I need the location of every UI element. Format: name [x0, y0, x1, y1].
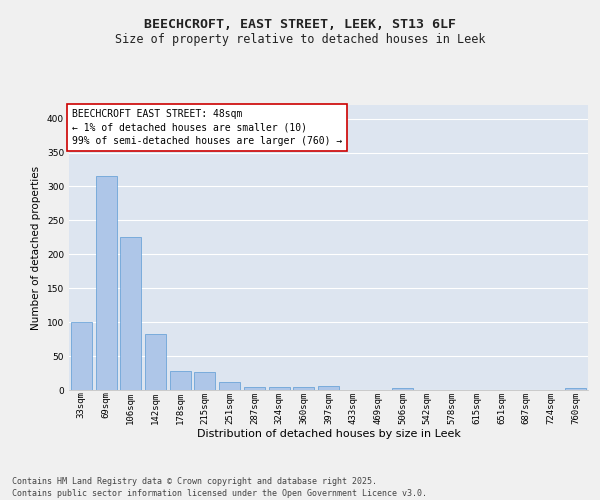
- Bar: [244, 386, 265, 390]
- Bar: [219, 382, 240, 390]
- Bar: [145, 334, 166, 390]
- Bar: [392, 388, 413, 390]
- Bar: [293, 388, 314, 390]
- Bar: [269, 386, 290, 390]
- Text: BEECHCROFT EAST STREET: 48sqm
← 1% of detached houses are smaller (10)
99% of se: BEECHCROFT EAST STREET: 48sqm ← 1% of de…: [71, 110, 342, 146]
- Bar: [565, 388, 586, 390]
- Bar: [318, 386, 339, 390]
- X-axis label: Distribution of detached houses by size in Leek: Distribution of detached houses by size …: [197, 429, 460, 439]
- Bar: [71, 322, 92, 390]
- Bar: [120, 238, 141, 390]
- Text: Contains HM Land Registry data © Crown copyright and database right 2025.
Contai: Contains HM Land Registry data © Crown c…: [12, 476, 427, 498]
- Text: Size of property relative to detached houses in Leek: Size of property relative to detached ho…: [115, 32, 485, 46]
- Y-axis label: Number of detached properties: Number of detached properties: [31, 166, 41, 330]
- Bar: [95, 176, 116, 390]
- Text: BEECHCROFT, EAST STREET, LEEK, ST13 6LF: BEECHCROFT, EAST STREET, LEEK, ST13 6LF: [144, 18, 456, 30]
- Bar: [194, 372, 215, 390]
- Bar: [170, 371, 191, 390]
